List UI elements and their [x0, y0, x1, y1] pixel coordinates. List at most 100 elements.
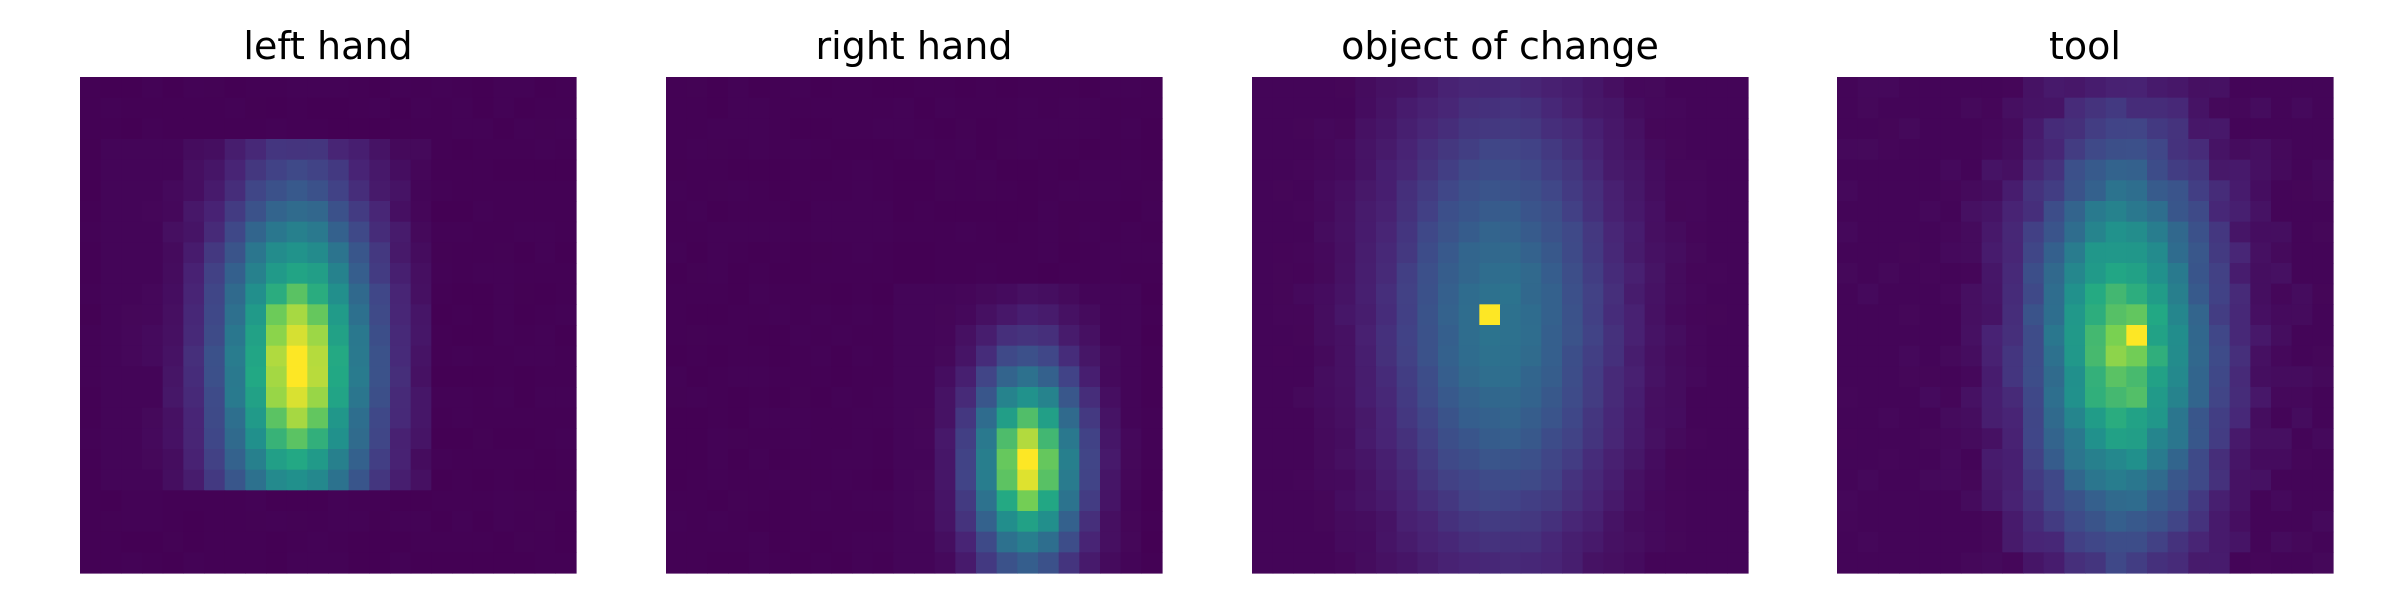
- heatmap-cell: [2002, 97, 2024, 119]
- heatmap-cell: [769, 242, 791, 264]
- heatmap-cell: [686, 325, 708, 347]
- heatmap-cell: [1940, 490, 1962, 512]
- heatmap-cell: [1706, 407, 1728, 429]
- heatmap-cell: [431, 97, 453, 119]
- heatmap-cell: [1940, 221, 1962, 243]
- heatmap-cell: [369, 387, 391, 409]
- heatmap-cell: [976, 221, 998, 243]
- heatmap-cell: [2167, 304, 2189, 326]
- heatmap-cell: [2229, 304, 2251, 326]
- heatmap-cell: [1396, 159, 1418, 181]
- heatmap-cell: [493, 469, 515, 491]
- heatmap-cell: [1940, 325, 1962, 347]
- heatmap-cell: [1120, 531, 1142, 553]
- heatmap-cell: [162, 345, 184, 367]
- heatmap-cell: [452, 263, 474, 285]
- heatmap-cell: [2002, 283, 2024, 305]
- heatmap-cell: [80, 552, 102, 574]
- heatmap-cell: [790, 221, 812, 243]
- heatmap-cell: [493, 221, 515, 243]
- heatmap-cell: [2291, 387, 2313, 409]
- heatmap-cell: [555, 221, 577, 243]
- heatmap-cell: [1141, 283, 1163, 305]
- heatmap-cell: [1541, 387, 1563, 409]
- heatmap-cell: [748, 263, 770, 285]
- heatmap-cell: [1334, 449, 1356, 471]
- heatmap-cell: [80, 139, 102, 161]
- heatmap-cell: [1878, 387, 1900, 409]
- heatmap-cell: [1562, 242, 1584, 264]
- heatmap-cell: [2250, 201, 2272, 223]
- heatmap-cell: [1500, 283, 1522, 305]
- heatmap-cell: [286, 77, 308, 99]
- heatmap-cell: [748, 407, 770, 429]
- heatmap-cell: [2147, 263, 2169, 285]
- heatmap-cell: [493, 387, 515, 409]
- heatmap-cell: [955, 511, 977, 533]
- heatmap-cell: [472, 77, 494, 99]
- heatmap-cell: [1706, 387, 1728, 409]
- heatmap-cell: [1500, 366, 1522, 388]
- heatmap-cell: [1961, 97, 1983, 119]
- heatmap-cell: [183, 118, 205, 140]
- heatmap-cell: [893, 97, 915, 119]
- heatmap-cell: [2023, 449, 2045, 471]
- heatmap-cell: [1582, 552, 1604, 574]
- heatmap-cell: [872, 283, 894, 305]
- heatmap-cell: [1500, 77, 1522, 99]
- heatmap-cell: [934, 118, 956, 140]
- heatmap-cell: [1541, 428, 1563, 450]
- heatmap-cell: [1665, 242, 1687, 264]
- heatmap-cell: [2085, 221, 2107, 243]
- heatmap-cell: [872, 159, 894, 181]
- heatmap-cell: [2188, 201, 2210, 223]
- heatmap-cell: [1479, 387, 1501, 409]
- heatmap-cell: [2271, 325, 2293, 347]
- heatmap-cell: [707, 407, 729, 429]
- heatmap-cell: [1665, 118, 1687, 140]
- heatmap-cell: [183, 490, 205, 512]
- heatmap-cell: [2126, 118, 2148, 140]
- heatmap-cell: [2312, 159, 2334, 181]
- heatmap-cell: [1458, 159, 1480, 181]
- heatmap-cell: [976, 304, 998, 326]
- heatmap-cell: [390, 283, 412, 305]
- heatmap-cell: [2209, 283, 2231, 305]
- heatmap-cell: [996, 531, 1018, 553]
- heatmap-cell: [1458, 449, 1480, 471]
- heatmap-cell: [1293, 366, 1315, 388]
- heatmap-cell: [914, 180, 936, 202]
- heatmap-cell: [790, 449, 812, 471]
- heatmap-cell: [1899, 490, 1921, 512]
- heatmap-cell: [369, 304, 391, 326]
- heatmap-cell: [2043, 77, 2065, 99]
- heatmap-cell: [996, 304, 1018, 326]
- heatmap-cell: [514, 531, 536, 553]
- heatmap-cell: [893, 345, 915, 367]
- heatmap-cell: [2023, 97, 2045, 119]
- heatmap-cell: [1500, 428, 1522, 450]
- heatmap-cell: [493, 366, 515, 388]
- heatmap-cell: [80, 118, 102, 140]
- heatmap-cell: [2209, 77, 2231, 99]
- heatmap-cell: [1079, 469, 1101, 491]
- heatmap-cell: [224, 263, 246, 285]
- heatmap-cell: [2126, 221, 2148, 243]
- heatmap-cell: [1376, 159, 1398, 181]
- heatmap-cell: [1058, 263, 1080, 285]
- heatmap-cell: [872, 221, 894, 243]
- heatmap-cell: [1665, 469, 1687, 491]
- heatmap-cell: [1293, 221, 1315, 243]
- heatmap-cell: [493, 407, 515, 429]
- heatmap-cell: [2229, 97, 2251, 119]
- heatmap-cell: [2105, 304, 2127, 326]
- heatmap-cell: [2023, 531, 2045, 553]
- heatmap-cell: [1665, 511, 1687, 533]
- heatmap-cell: [534, 490, 556, 512]
- heatmap-cell: [852, 263, 874, 285]
- heatmap-cell: [1686, 407, 1708, 429]
- heatmap-cell: [728, 221, 750, 243]
- heatmap-cell: [1500, 201, 1522, 223]
- heatmap-cell: [80, 263, 102, 285]
- heatmap-cell: [810, 490, 832, 512]
